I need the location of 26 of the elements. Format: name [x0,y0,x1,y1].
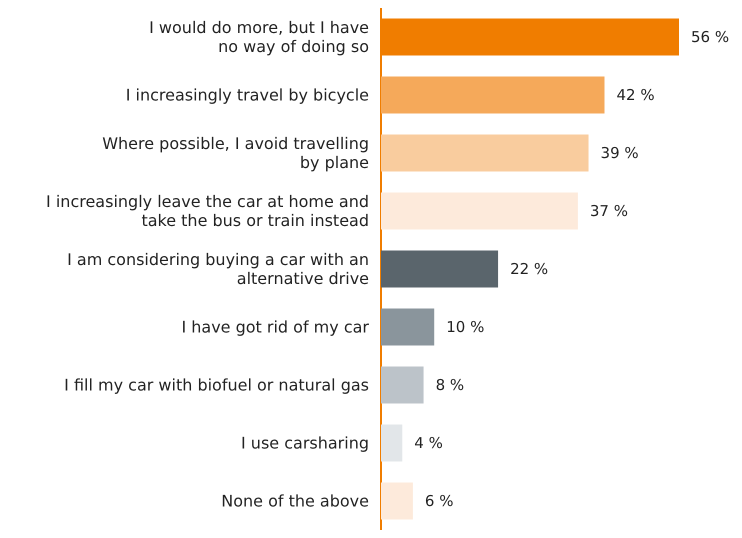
y-tick-label: I am considering buying a car with an alternative drive [67,250,369,288]
bar [381,250,498,288]
data-label: 8 % [436,376,464,394]
y-tick-label: I have got rid of my car [181,318,370,336]
bar [381,134,589,172]
y-tick-label: None of the above [221,492,369,510]
y-tick-label: I increasingly leave the car at home and take the bus or train instead [46,192,369,230]
y-tick-label: I use carsharing [241,434,369,452]
data-label: 6 % [424,492,454,510]
data-label: 39 % [600,144,639,162]
y-tick-label: I increasingly travel by bicycle [126,86,369,104]
data-label: 10 % [446,318,484,336]
bar [381,308,434,346]
bar [381,482,413,520]
bar [381,424,402,462]
data-label: 4 % [414,434,443,452]
y-tick-label: I fill my car with biofuel or natural gas [64,376,369,394]
data-label: 22 % [510,260,548,278]
bar [381,366,424,404]
data-label: 37 % [590,202,628,220]
y-tick-label: Where possible, I avoid travelling by plane [102,134,369,172]
bar [381,76,604,114]
data-label: 56 % [691,28,730,46]
bar [381,192,578,230]
y-tick-label: I would do more, but I have no way of doing so [149,18,369,56]
data-label: 42 % [616,86,655,104]
